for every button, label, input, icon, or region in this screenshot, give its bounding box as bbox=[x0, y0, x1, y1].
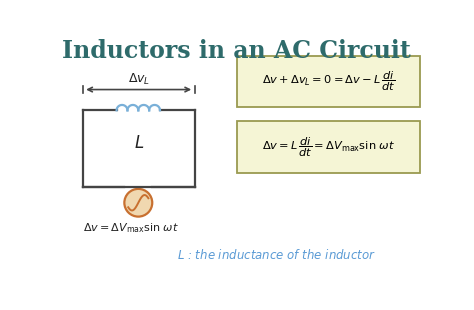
Text: $\Delta v + \Delta v_L = 0 = \Delta v - L\,\dfrac{di}{dt}$: $\Delta v + \Delta v_L = 0 = \Delta v - … bbox=[262, 70, 395, 93]
FancyBboxPatch shape bbox=[237, 56, 420, 107]
Text: $\Delta v = \Delta V_{\mathrm{max}}\sin\,\omega t$: $\Delta v = \Delta V_{\mathrm{max}}\sin\… bbox=[82, 221, 179, 235]
Text: Inductors in an AC Circuit: Inductors in an AC Circuit bbox=[63, 39, 411, 63]
FancyBboxPatch shape bbox=[237, 121, 420, 173]
Circle shape bbox=[124, 189, 152, 217]
Text: $L$: $L$ bbox=[134, 134, 144, 152]
Text: $\Delta v = L\,\dfrac{di}{dt} = \Delta V_{\mathrm{max}}\sin\,\omega t$: $\Delta v = L\,\dfrac{di}{dt} = \Delta V… bbox=[262, 135, 395, 159]
Text: $\Delta v_L$: $\Delta v_L$ bbox=[128, 72, 150, 87]
Text: $L$ : the inductance of the inductor: $L$ : the inductance of the inductor bbox=[177, 248, 376, 262]
